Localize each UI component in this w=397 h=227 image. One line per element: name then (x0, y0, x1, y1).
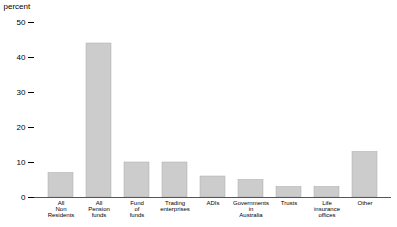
svg-text:30: 30 (17, 88, 26, 97)
svg-text:10: 10 (17, 158, 26, 167)
svg-text:ADIs: ADIs (206, 200, 219, 206)
svg-text:50: 50 (17, 18, 26, 27)
svg-text:20: 20 (17, 123, 26, 132)
svg-text:Trusts: Trusts (281, 200, 297, 206)
svg-text:GovernmentsinAustralia: GovernmentsinAustralia (233, 200, 269, 218)
svg-text:AllNonResidents: AllNonResidents (48, 200, 75, 218)
svg-text:percent: percent (4, 2, 31, 11)
svg-text:40: 40 (17, 53, 26, 62)
svg-text:Tradingenterprises: Tradingenterprises (160, 200, 190, 212)
svg-text:Other: Other (357, 200, 372, 206)
svg-text:Fundoffunds: Fundoffunds (130, 200, 145, 218)
svg-text:AllPensionfunds: AllPensionfunds (88, 200, 110, 218)
svg-text:0: 0 (21, 193, 26, 202)
svg-text:Lifeinsuranceoffices: Lifeinsuranceoffices (314, 200, 341, 218)
